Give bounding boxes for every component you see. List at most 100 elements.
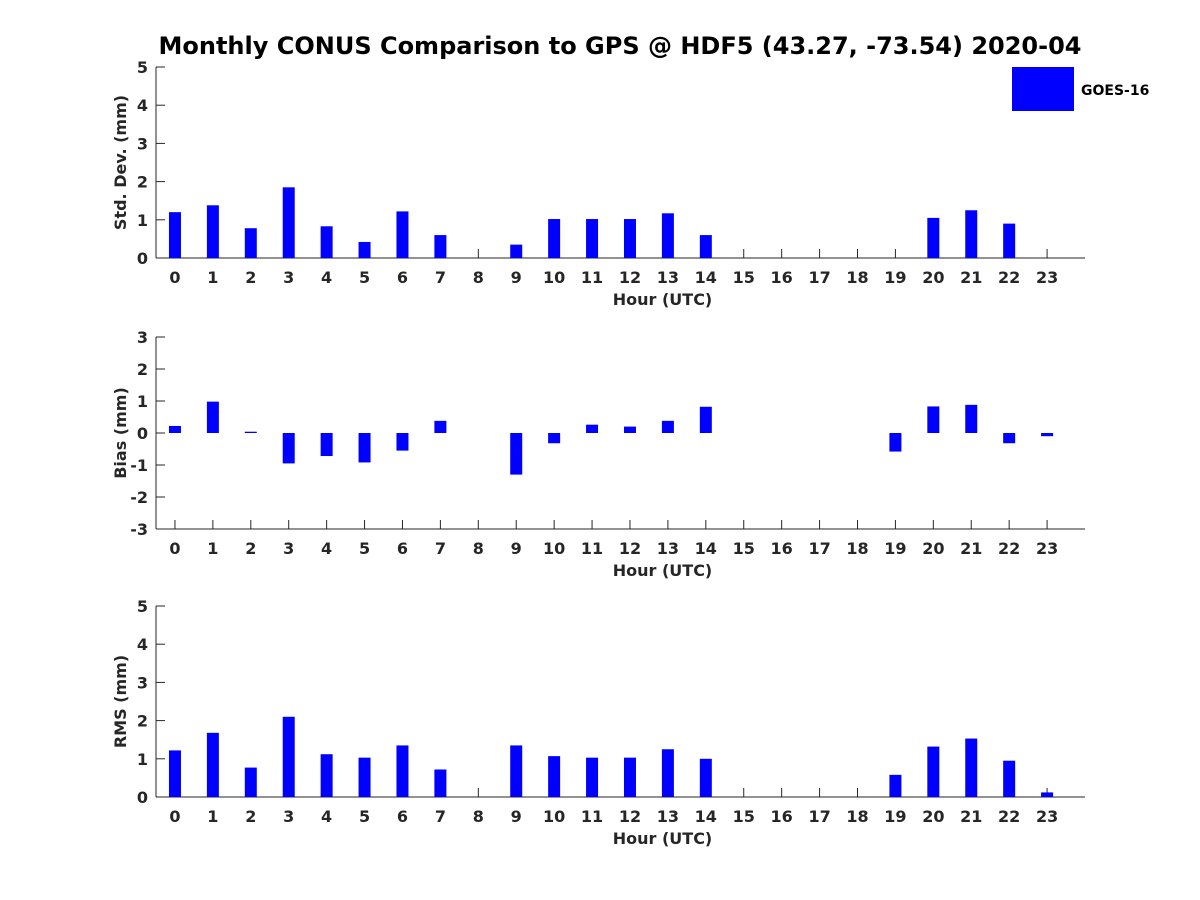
- y-axis-label: Std. Dev. (mm): [111, 95, 130, 230]
- y-tick-label: 3: [137, 134, 148, 153]
- x-tick-label: 19: [884, 807, 906, 826]
- bar-std-dev-14: [699, 235, 712, 258]
- y-tick-label: 2: [137, 712, 148, 731]
- bar-std-dev-1: [206, 205, 219, 258]
- y-tick-label: -2: [130, 488, 148, 507]
- y-axis-label: RMS (mm): [111, 655, 130, 748]
- bar-rms-4: [320, 754, 333, 797]
- x-tick-label: 5: [359, 807, 370, 826]
- bar-rms-7: [434, 769, 447, 797]
- legend: GOES-16: [1012, 67, 1149, 111]
- x-tick-label: 4: [321, 807, 332, 826]
- x-tick-label: 13: [657, 539, 679, 558]
- x-tick-label: 9: [511, 268, 522, 287]
- bar-rms-2: [244, 767, 257, 797]
- bar-bias-19: [889, 433, 902, 452]
- x-tick-label: 16: [771, 268, 793, 287]
- x-tick-label: 18: [846, 539, 868, 558]
- bar-bias-12: [623, 426, 636, 433]
- x-tick-label: 10: [543, 807, 565, 826]
- bar-bias-10: [548, 433, 561, 444]
- bar-bias-9: [510, 433, 523, 475]
- bar-std-dev-22: [1003, 223, 1016, 258]
- x-axis-label: Hour (UTC): [613, 290, 713, 309]
- bar-bias-4: [320, 433, 333, 457]
- x-tick-label: 8: [473, 807, 484, 826]
- x-tick-label: 0: [169, 539, 180, 558]
- y-tick-label: -1: [130, 456, 148, 475]
- x-tick-label: 0: [169, 268, 180, 287]
- y-tick-label: 1: [137, 211, 148, 230]
- bar-std-dev-0: [168, 212, 181, 258]
- x-tick-label: 3: [283, 268, 294, 287]
- x-tick-label: 2: [245, 807, 256, 826]
- x-tick-label: 8: [473, 539, 484, 558]
- legend-swatch: [1012, 67, 1074, 111]
- x-tick-label: 14: [695, 268, 717, 287]
- bar-bias-6: [396, 433, 409, 451]
- legend-label: GOES-16: [1081, 83, 1149, 99]
- x-tick-label: 7: [435, 807, 446, 826]
- x-tick-label: 5: [359, 268, 370, 287]
- x-tick-label: 14: [695, 807, 717, 826]
- x-tick-label: 1: [207, 807, 218, 826]
- bar-bias-7: [434, 420, 447, 433]
- bar-bias-5: [358, 433, 371, 463]
- x-tick-label: 22: [998, 539, 1020, 558]
- bar-bias-13: [661, 420, 674, 433]
- bar-rms-19: [889, 774, 902, 797]
- x-tick-label: 18: [846, 268, 868, 287]
- x-tick-label: 13: [657, 268, 679, 287]
- x-tick-label: 11: [581, 268, 603, 287]
- x-tick-label: 20: [922, 268, 944, 287]
- x-tick-label: 17: [808, 539, 830, 558]
- x-tick-label: 12: [619, 807, 641, 826]
- x-tick-label: 9: [511, 539, 522, 558]
- bar-rms-9: [510, 745, 523, 797]
- y-tick-label: 2: [137, 173, 148, 192]
- bar-bias-3: [282, 433, 295, 464]
- x-tick-label: 20: [922, 807, 944, 826]
- bar-rms-23: [1041, 792, 1054, 797]
- y-tick-label: 4: [137, 635, 148, 654]
- x-tick-label: 1: [207, 268, 218, 287]
- y-tick-label: 1: [137, 750, 148, 769]
- x-tick-label: 21: [960, 268, 982, 287]
- x-tick-label: 22: [998, 268, 1020, 287]
- x-tick-label: 2: [245, 268, 256, 287]
- chart-title: Monthly CONUS Comparison to GPS @ HDF5 (…: [158, 32, 1081, 60]
- bar-bias-22: [1003, 433, 1016, 444]
- x-tick-label: 22: [998, 807, 1020, 826]
- bar-std-dev-5: [358, 241, 371, 258]
- x-tick-label: 19: [884, 268, 906, 287]
- x-tick-label: 6: [397, 539, 408, 558]
- y-tick-label: 0: [137, 788, 148, 807]
- y-tick-label: 2: [137, 360, 148, 379]
- y-tick-label: 3: [137, 328, 148, 347]
- x-tick-label: 7: [435, 539, 446, 558]
- bar-std-dev-9: [510, 244, 523, 258]
- x-tick-label: 10: [543, 539, 565, 558]
- y-tick-label: 5: [137, 597, 148, 616]
- bar-std-dev-10: [548, 219, 561, 258]
- bar-std-dev-20: [927, 217, 940, 258]
- bar-std-dev-11: [586, 219, 599, 258]
- x-tick-label: 15: [733, 807, 755, 826]
- bar-rms-22: [1003, 760, 1016, 797]
- x-tick-label: 2: [245, 539, 256, 558]
- x-tick-label: 9: [511, 807, 522, 826]
- x-tick-label: 3: [283, 539, 294, 558]
- x-tick-label: 0: [169, 807, 180, 826]
- x-tick-label: 8: [473, 268, 484, 287]
- y-tick-label: 0: [137, 424, 148, 443]
- x-tick-label: 15: [733, 539, 755, 558]
- bar-rms-12: [623, 757, 636, 797]
- x-axis-label: Hour (UTC): [613, 561, 713, 580]
- bar-std-dev-6: [396, 211, 409, 258]
- bar-bias-0: [168, 425, 181, 433]
- bar-rms-6: [396, 745, 409, 797]
